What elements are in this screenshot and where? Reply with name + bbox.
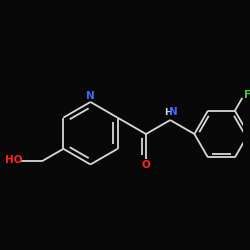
Text: HO: HO [5, 154, 22, 164]
Text: F: F [244, 90, 250, 100]
Text: N: N [169, 107, 178, 117]
Text: H: H [164, 108, 172, 117]
Text: O: O [142, 160, 150, 170]
Text: N: N [86, 91, 95, 101]
